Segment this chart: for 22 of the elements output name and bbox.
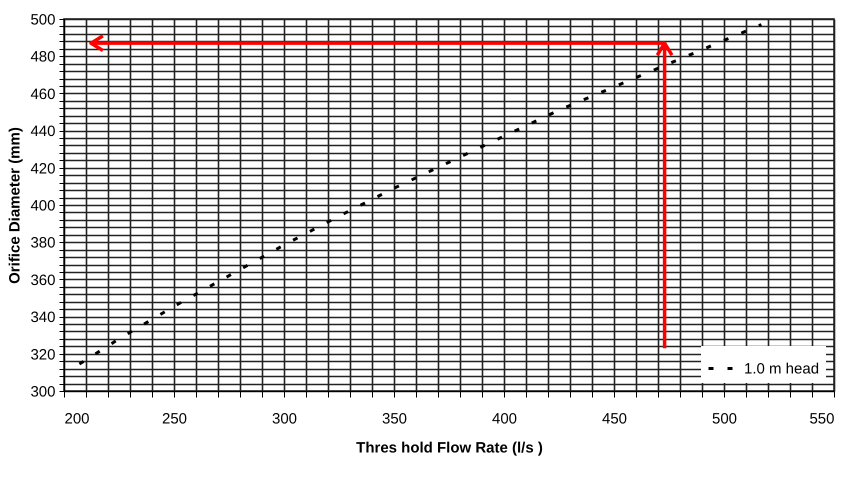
y-axis-title: Orifice Diameter (mm) xyxy=(6,127,24,284)
x-tick-label: 200 xyxy=(64,410,90,428)
y-tick-label: 360 xyxy=(30,272,56,289)
y-tick-label: 400 xyxy=(30,198,56,214)
y-tick-label: 440 xyxy=(30,123,56,140)
x-tick-label: 400 xyxy=(492,410,518,428)
x-tick-label: 350 xyxy=(382,410,408,428)
y-tick-label: 340 xyxy=(30,309,56,326)
y-tick-label: 380 xyxy=(30,234,56,252)
x-tick-label: 450 xyxy=(602,410,628,428)
y-tick-label: 500 xyxy=(30,12,56,28)
y-tick-label: 460 xyxy=(30,86,56,103)
y-tick-label: 300 xyxy=(30,384,56,400)
legend-label: 1.0 m head xyxy=(744,360,820,378)
y-tick-label: 480 xyxy=(30,48,56,66)
y-tick-label: 320 xyxy=(30,346,56,364)
x-tick-label: 500 xyxy=(712,410,738,428)
x-tick-label: 250 xyxy=(162,410,188,428)
x-axis-title: Thres hold Flow Rate (l/s ) xyxy=(356,440,543,456)
x-tick-label: 550 xyxy=(809,410,834,428)
y-tick-label: 420 xyxy=(30,160,56,178)
x-tick-label: 300 xyxy=(272,410,298,428)
